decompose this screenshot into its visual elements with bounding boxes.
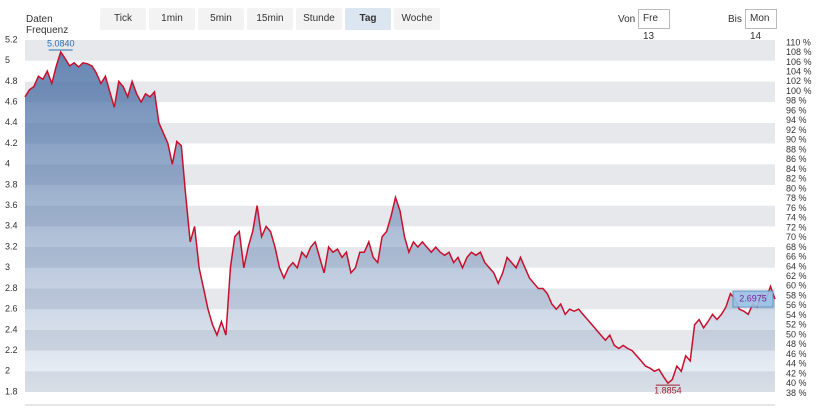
y2-tick-label: 108 % <box>786 47 812 57</box>
grid-band <box>25 164 775 185</box>
grid-band <box>25 184 775 206</box>
y-tick-label: 2.4 <box>5 324 18 334</box>
y2-tick-label: 68 % <box>786 242 807 252</box>
frequency-button[interactable]: Woche <box>394 8 440 30</box>
y-tick-label: 2.6 <box>5 304 18 314</box>
grid-band <box>25 143 775 165</box>
grid-band <box>25 40 775 61</box>
y2-tick-label: 38 % <box>786 388 807 398</box>
y2-tick-label: 64 % <box>786 261 807 271</box>
y2-tick-label: 78 % <box>786 193 807 203</box>
y-tick-label: 4.4 <box>5 117 18 127</box>
y2-tick-label: 100 % <box>786 86 812 96</box>
grid-band <box>25 122 775 144</box>
y2-tick-label: 86 % <box>786 154 807 164</box>
frequency-button[interactable]: 1min <box>149 8 195 30</box>
to-label: Bis <box>728 14 742 25</box>
frequency-label: Daten Frequenz <box>26 14 69 36</box>
y2-tick-label: 66 % <box>786 252 807 262</box>
y-tick-label: 4.8 <box>5 76 18 86</box>
y-tick-label: 1.8 <box>5 386 18 396</box>
y2-tick-label: 94 % <box>786 115 807 125</box>
y2-tick-label: 44 % <box>786 359 807 369</box>
price-line <box>24 50 776 385</box>
y2-tick-label: 54 % <box>786 310 807 320</box>
y-tick-label: 5.2 <box>5 34 18 44</box>
y2-tick-label: 80 % <box>786 183 807 193</box>
frequency-button[interactable]: Tag <box>345 8 391 30</box>
grid-band <box>25 60 775 82</box>
y2-tick-label: 92 % <box>786 125 807 135</box>
y-tick-label: 3 <box>5 262 10 272</box>
y2-tick-label: 56 % <box>786 300 807 310</box>
y2-tick-label: 76 % <box>786 203 807 213</box>
y2-tick-label: 88 % <box>786 144 807 154</box>
y-tick-label: 5 <box>5 55 10 65</box>
y2-tick-label: 72 % <box>786 222 807 232</box>
last-value-box <box>732 290 774 308</box>
y-tick-label: 4.2 <box>5 138 18 148</box>
y2-tick-label: 48 % <box>786 339 807 349</box>
y2-tick-label: 42 % <box>786 368 807 378</box>
y-tick-label: 2.8 <box>5 283 18 293</box>
y2-tick-label: 102 % <box>786 76 812 86</box>
y2-tick-label: 50 % <box>786 329 807 339</box>
from-label: Von <box>618 14 636 25</box>
y2-tick-label: 40 % <box>786 378 807 388</box>
area-fill <box>25 52 775 392</box>
y2-tick-label: 62 % <box>786 271 807 281</box>
y2-tick-label: 84 % <box>786 164 807 174</box>
grid-band <box>25 102 775 123</box>
y2-tick-label: 60 % <box>786 281 807 291</box>
annotation-label: 1.8854 <box>654 386 682 396</box>
frequency-button[interactable]: 15min <box>247 8 293 30</box>
y-tick-label: 4.6 <box>5 96 18 106</box>
annotation-label: 5.0840 <box>47 38 75 48</box>
y2-tick-label: 110 % <box>786 37 811 47</box>
y-tick-label: 2.2 <box>5 345 18 355</box>
y-tick-label: 3.8 <box>5 179 18 189</box>
grid-band <box>25 81 775 103</box>
y2-tick-label: 90 % <box>786 135 807 145</box>
frequency-button[interactable]: 5min <box>198 8 244 30</box>
y-tick-label: 4 <box>5 159 10 169</box>
frequency-button[interactable]: Tick <box>100 8 146 30</box>
y-tick-label: 3.4 <box>5 221 18 231</box>
y-tick-label: 3.6 <box>5 200 18 210</box>
y2-tick-label: 52 % <box>786 320 807 330</box>
y-tick-label: 3.2 <box>5 241 18 251</box>
y2-tick-label: 58 % <box>786 290 807 300</box>
y-tick-label: 2 <box>5 366 10 376</box>
last-value-label: 2.6975 <box>739 293 767 303</box>
y2-tick-label: 46 % <box>786 349 807 359</box>
y2-tick-label: 96 % <box>786 105 807 115</box>
y2-tick-label: 98 % <box>786 96 807 106</box>
y2-tick-label: 70 % <box>786 232 807 242</box>
y2-tick-label: 106 % <box>786 57 812 67</box>
y2-tick-label: 104 % <box>786 67 812 77</box>
frequency-button[interactable]: Stunde <box>296 8 342 30</box>
y2-tick-label: 74 % <box>786 213 807 223</box>
y2-tick-label: 82 % <box>786 174 807 184</box>
